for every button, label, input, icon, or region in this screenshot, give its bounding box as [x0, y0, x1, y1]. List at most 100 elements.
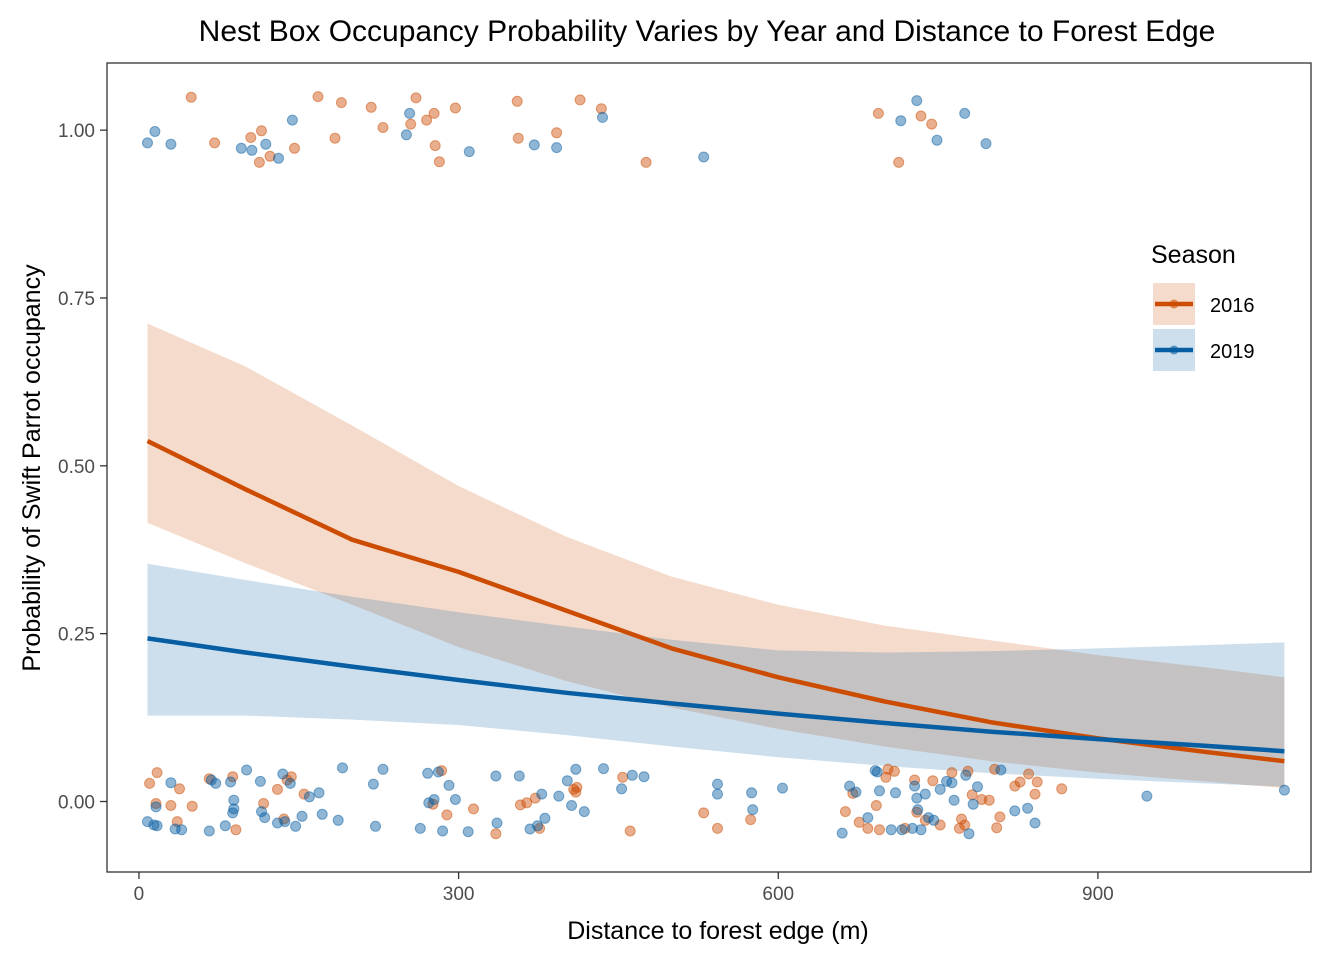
point-2016 [888, 765, 900, 777]
point-2019 [885, 824, 897, 836]
point-2016 [441, 809, 453, 821]
x-tick-label: 300 [443, 884, 475, 905]
point-2019 [1141, 790, 1153, 802]
point-2016 [926, 118, 938, 130]
point-2016 [272, 783, 283, 795]
point-2016 [595, 103, 607, 115]
point-2019 [290, 820, 302, 832]
point-2019 [896, 824, 908, 836]
point-2016 [915, 110, 927, 122]
point-2019 [316, 808, 328, 820]
point-2019 [597, 111, 608, 123]
point-2019 [972, 781, 983, 793]
point-2019 [377, 763, 389, 775]
legend-label: 2019 [1210, 341, 1255, 363]
point-2019 [273, 152, 284, 164]
y-tick-label: 1.00 [58, 121, 95, 142]
point-2016 [927, 775, 939, 787]
point-2016 [839, 806, 851, 818]
point-2016 [150, 798, 162, 809]
point-2019 [967, 798, 979, 810]
point-2016 [185, 91, 197, 103]
point-2016 [1023, 768, 1035, 780]
point-2019 [414, 822, 426, 834]
data-points [142, 91, 1290, 840]
point-2019 [149, 126, 161, 137]
point-2016 [312, 91, 324, 103]
point-2016 [421, 114, 433, 126]
point-2016 [253, 156, 265, 168]
point-2019 [598, 763, 609, 775]
point-2016 [994, 811, 1006, 823]
point-2019 [928, 814, 940, 826]
point-2016 [698, 807, 710, 819]
point-2019 [422, 767, 434, 779]
point-2016 [946, 767, 958, 779]
point-2019 [227, 807, 239, 819]
point-2016 [209, 137, 221, 149]
ribbon-2016 [147, 323, 1285, 789]
point-2016 [165, 800, 177, 811]
point-2019 [1029, 817, 1041, 829]
point-2016 [329, 132, 341, 144]
point-2019 [256, 806, 267, 818]
point-2019 [259, 812, 271, 824]
point-2016 [617, 771, 629, 783]
point-2019 [836, 827, 848, 839]
legend-item-2016: 2016 [1153, 283, 1255, 325]
point-2016 [870, 800, 882, 811]
point-2019 [909, 780, 921, 792]
point-2019 [931, 134, 943, 146]
point-2019 [142, 137, 153, 149]
point-2019 [370, 820, 381, 832]
point-2019 [915, 824, 927, 836]
plot-area [142, 91, 1290, 840]
point-2019 [284, 777, 296, 789]
point-2019 [946, 777, 958, 789]
point-2016 [624, 825, 636, 837]
point-2019 [907, 822, 918, 834]
fitted-lines [146, 438, 1285, 764]
point-2019 [712, 778, 723, 790]
point-2019 [513, 770, 525, 782]
point-2019 [638, 771, 650, 783]
point-2016 [1056, 783, 1068, 795]
point-2019 [254, 775, 266, 787]
point-2019 [367, 778, 379, 790]
point-2019 [437, 825, 449, 837]
point-2016 [512, 132, 524, 144]
y-tick-label: 0.50 [58, 457, 95, 478]
point-2016 [551, 127, 563, 139]
point-2016 [511, 95, 523, 107]
point-2016 [258, 798, 270, 809]
point-2019 [491, 817, 503, 829]
point-2019 [561, 775, 573, 787]
point-2016 [449, 102, 461, 114]
point-2019 [303, 791, 315, 803]
point-2016 [574, 94, 586, 106]
point-2019 [912, 804, 924, 816]
point-2016 [433, 156, 445, 168]
point-2016 [853, 816, 865, 828]
point-2019 [241, 764, 253, 776]
point-2019 [277, 768, 289, 780]
point-2016 [151, 767, 163, 779]
point-2019 [235, 142, 247, 154]
point-2019 [626, 769, 638, 781]
point-2019 [150, 801, 162, 813]
point-2019 [210, 777, 222, 789]
point-2016 [745, 814, 757, 826]
series-line-2019 [147, 636, 1285, 754]
point-2016 [429, 140, 441, 152]
y-tick-label: 0.75 [58, 289, 95, 310]
point-2019 [449, 794, 461, 805]
point-2016 [245, 132, 257, 143]
point-2019 [286, 114, 298, 126]
legend-label: 2016 [1210, 295, 1255, 317]
legend-key-point [1169, 345, 1179, 355]
point-2016 [514, 799, 526, 811]
point-2016 [983, 794, 995, 806]
point-2019 [176, 824, 188, 836]
point-2019 [570, 763, 582, 775]
point-2016 [405, 118, 417, 130]
